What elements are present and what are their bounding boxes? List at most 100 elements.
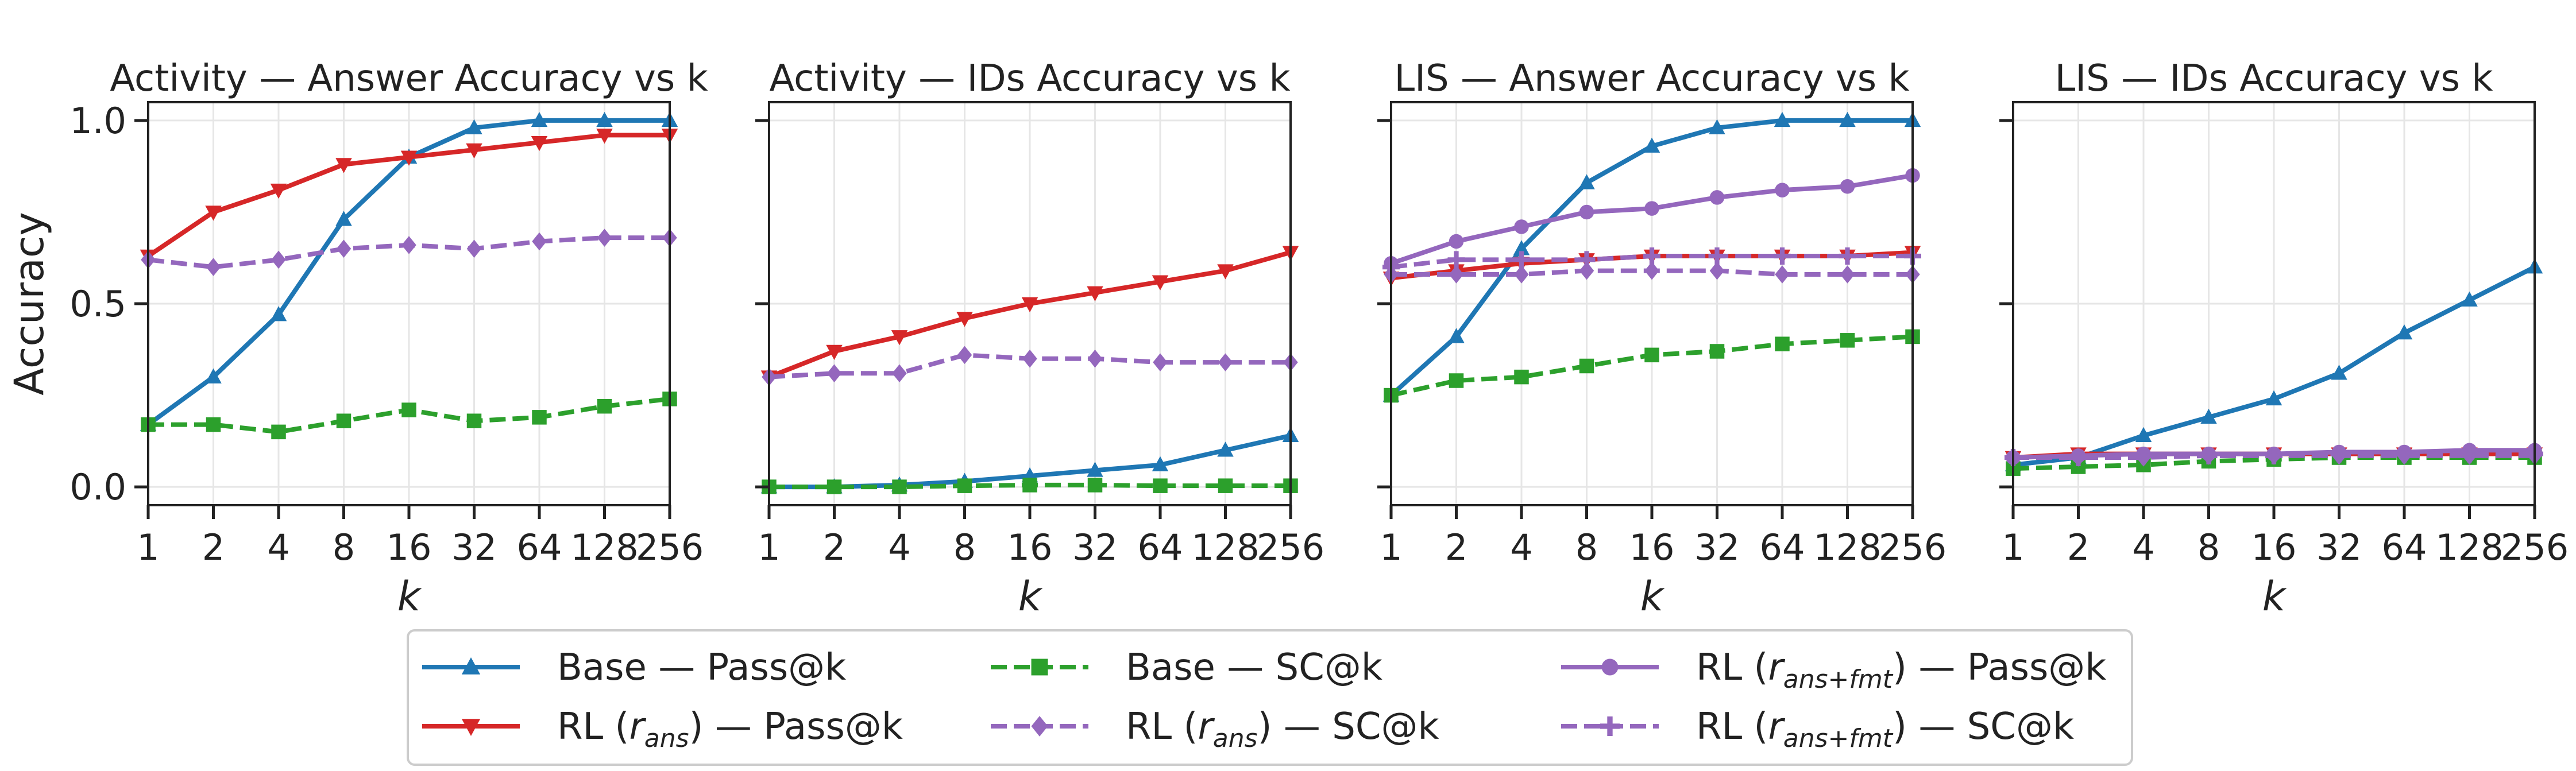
x-tick-label: 16 — [1629, 526, 1675, 568]
data-point-base_sc — [532, 410, 547, 425]
data-point-base_sc — [1775, 336, 1790, 351]
data-point-rl_ans_pass — [891, 330, 908, 346]
data-point-rl_ans_sc — [1449, 265, 1464, 284]
data-point-rl_fmt_sc — [2135, 447, 2152, 464]
panel-title: Activity — IDs Accuracy vs k — [769, 57, 1290, 100]
y-axis-label: Accuracy — [6, 212, 53, 396]
x-tick-label: 256 — [1879, 526, 1947, 568]
data-point-rl_ans_pass — [466, 143, 482, 158]
legend-label-subscript: ans+fmt — [1783, 665, 1894, 694]
data-point-base_sc — [206, 417, 221, 432]
data-point-rl_ans_pass — [826, 344, 843, 360]
legend-label-subscript: ans+fmt — [1783, 724, 1894, 753]
data-point-rl_ans_sc — [597, 228, 612, 247]
data-point-base_pass — [1709, 119, 1725, 134]
x-axis-label: k — [2262, 573, 2287, 620]
legend-marker-base_pass — [461, 657, 481, 675]
x-tick-label: 4 — [2132, 526, 2154, 568]
x-tick-label: 256 — [2501, 526, 2569, 568]
x-tick-label: 128 — [1191, 526, 1259, 568]
data-point-base_sc — [1644, 347, 1659, 363]
data-point-rl_fmt_sc — [2396, 445, 2413, 463]
data-point-base_sc — [1709, 344, 1725, 359]
data-point-base_pass — [2135, 427, 2152, 442]
x-tick-label: 256 — [1257, 526, 1324, 568]
data-point-rl_ans_sc — [1514, 265, 1529, 284]
legend-label-base_pass: Base — Pass@k — [557, 646, 846, 689]
panel-title: LIS — IDs Accuracy vs k — [2055, 57, 2493, 100]
data-point-rl_fmt_pass — [1644, 201, 1659, 216]
data-point-base_pass — [466, 119, 482, 134]
panel-title: LIS — Answer Accuracy vs k — [1394, 57, 1909, 100]
data-point-rl_fmt_sc — [1578, 251, 1596, 269]
x-tick-label: 1 — [137, 526, 159, 568]
x-tick-label: 2 — [202, 526, 225, 568]
data-point-rl_ans_sc — [206, 258, 221, 276]
x-tick-label: 32 — [1072, 526, 1118, 568]
data-point-base_pass — [205, 368, 222, 383]
data-point-base_pass — [2331, 365, 2347, 380]
x-axis-label: k — [1640, 573, 1665, 620]
x-tick-label: 8 — [1575, 526, 1598, 568]
x-tick-label: 2 — [2067, 526, 2090, 568]
legend-label-rl_ans_pass: RL (rans) — Pass@k — [557, 706, 903, 753]
legend-item-rl_ans_pass: RL (rans) — Pass@k — [422, 706, 903, 753]
legend-label-subscript: ans — [644, 724, 689, 753]
x-tick-label: 8 — [953, 526, 976, 568]
data-point-rl_ans_sc — [957, 346, 972, 365]
data-point-rl_ans_sc — [1709, 261, 1725, 280]
data-point-rl_fmt_pass — [1449, 234, 1464, 249]
data-point-base_pass — [531, 111, 548, 127]
x-tick-label: 4 — [888, 526, 910, 568]
legend-label-text: ) — SC@k — [1258, 706, 1439, 748]
data-point-rl_fmt_sc — [2200, 447, 2218, 464]
x-axis-label: k — [1018, 573, 1043, 620]
data-point-base_pass — [270, 306, 287, 321]
x-tick-label: 4 — [1510, 526, 1532, 568]
data-point-base_sc — [1087, 478, 1103, 493]
data-point-base_sc — [1514, 369, 1529, 385]
data-point-base_pass — [1839, 111, 1856, 127]
data-point-rl_ans_pass — [1152, 275, 1169, 290]
data-point-rl_ans_sc — [401, 236, 416, 254]
data-point-rl_ans_sc — [1775, 265, 1790, 284]
data-point-base_sc — [597, 398, 612, 414]
data-point-rl_fmt_pass — [1709, 190, 1725, 205]
legend-label-math: r — [1768, 646, 1785, 689]
data-point-base_sc — [466, 413, 482, 428]
data-point-base_pass — [2461, 291, 2478, 307]
data-point-rl_fmt_sc — [2330, 445, 2348, 463]
legend-label-text: RL ( — [557, 706, 629, 748]
legend-marker-rl_fmt_sc — [1600, 716, 1620, 736]
legend-label-rl_fmt_pass: RL (rans+fmt) — Pass@k — [1696, 646, 2106, 694]
data-point-rl_ans_sc — [892, 364, 907, 383]
data-point-rl_ans_sc — [1840, 265, 1855, 284]
x-tick-label: 64 — [517, 526, 562, 568]
legend-label-base_sc: Base — SC@k — [1126, 646, 1382, 689]
data-point-base_sc — [336, 413, 352, 428]
data-point-rl_ans_sc — [336, 239, 352, 258]
x-tick-label: 128 — [1813, 526, 1881, 568]
legend-label-text: RL ( — [1696, 706, 1768, 748]
data-point-rl_fmt_sc — [2461, 445, 2478, 463]
legend-label-text: RL ( — [1126, 706, 1198, 748]
x-tick-label: 32 — [2316, 526, 2362, 568]
data-point-rl_ans_pass — [1217, 264, 1234, 280]
x-tick-label: 16 — [1007, 526, 1053, 568]
y-tick-label: 1.0 — [69, 100, 126, 142]
data-point-rl_ans_sc — [1579, 261, 1594, 280]
data-point-base_pass — [1217, 441, 1234, 457]
legend-item-base_sc: Base — SC@k — [991, 646, 1382, 689]
data-point-base_pass — [2265, 390, 2283, 406]
y-tick-label: 0.0 — [69, 466, 126, 508]
data-point-rl_ans_pass — [531, 135, 548, 152]
legend-item-rl_ans_sc: RL (rans) — SC@k — [991, 706, 1439, 753]
data-point-rl_ans_pass — [956, 312, 973, 327]
data-point-rl_ans_pass — [335, 158, 352, 173]
data-point-base_sc — [957, 478, 972, 493]
data-point-rl_fmt_sc — [2265, 447, 2283, 464]
x-tick-label: 8 — [333, 526, 355, 568]
x-tick-label: 32 — [1694, 526, 1740, 568]
